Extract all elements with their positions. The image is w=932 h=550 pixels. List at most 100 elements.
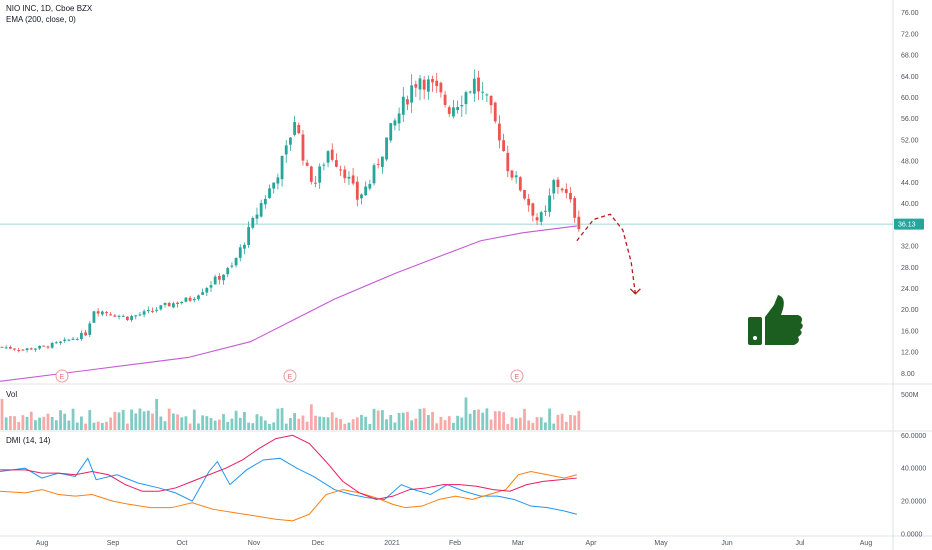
volume-bar <box>489 419 493 430</box>
candle-body <box>272 182 276 189</box>
price-tick-label: 16.00 <box>901 328 919 335</box>
volume-bar <box>96 421 100 430</box>
candle-body <box>222 274 225 281</box>
volume-bar <box>552 423 556 430</box>
price-tick-label: 24.00 <box>901 286 919 293</box>
arrow-head-icon <box>629 288 641 295</box>
volume-bar <box>201 415 205 430</box>
time-tick-label: Aug <box>36 540 49 547</box>
candle-body <box>439 82 443 93</box>
candle-body <box>50 342 54 348</box>
volume-bar <box>163 421 167 430</box>
price-tick-label: 12.00 <box>901 350 919 357</box>
candle-body <box>171 303 175 308</box>
volume-bar <box>564 421 568 430</box>
volume-bar <box>113 411 117 430</box>
candle-body <box>217 275 221 280</box>
candle-body <box>560 188 564 191</box>
candle-body <box>498 123 501 141</box>
candle-body <box>46 346 50 348</box>
dmi-tick-label: 20.0000 <box>901 499 926 506</box>
volume-bar <box>301 415 305 430</box>
candle-body <box>389 123 393 141</box>
volume-bar <box>205 416 209 430</box>
volume-bar <box>75 422 79 430</box>
candle-body <box>447 107 451 114</box>
thumb-dot <box>753 336 757 340</box>
volume-bar <box>0 398 4 430</box>
candle-body <box>422 79 426 90</box>
volume-bar <box>21 415 25 430</box>
time-tick-label: Nov <box>248 540 261 547</box>
volume-bar <box>439 416 443 430</box>
candle-body <box>477 77 480 92</box>
price-tick-label: 32.00 <box>901 244 919 251</box>
candle-body <box>155 309 159 311</box>
candle-body <box>360 194 363 199</box>
candle-body <box>518 177 522 191</box>
volume-bar <box>54 420 58 430</box>
candle-body <box>176 302 179 304</box>
candle-body <box>464 92 468 105</box>
candle-body <box>197 295 200 300</box>
volume-bar <box>46 413 50 430</box>
volume-bar <box>13 416 16 430</box>
volume-bar <box>380 410 384 430</box>
candle-body <box>29 348 33 350</box>
volume-bar <box>188 423 192 430</box>
candle-body <box>21 349 25 351</box>
volume-bar <box>393 422 397 430</box>
earnings-marker-label: E <box>60 374 65 381</box>
thumb-hand <box>765 295 803 345</box>
candle-body <box>456 107 460 111</box>
volume-bar <box>351 419 355 430</box>
volume-bar <box>347 422 351 430</box>
ema-legend: EMA (200, close, 0) <box>6 15 76 24</box>
volume-bar <box>222 414 225 430</box>
candle-body <box>485 94 489 96</box>
symbol-legend: NIO INC, 1D, Cboe BZX <box>6 4 92 13</box>
volume-bar <box>335 417 338 430</box>
candle-body <box>201 292 205 295</box>
dmi-minus-line <box>0 470 577 522</box>
candle-body <box>209 285 213 288</box>
dmi-legend: DMI (14, 14) <box>6 436 50 445</box>
volume-bar <box>146 410 150 430</box>
volume-bar <box>418 408 422 430</box>
volume-bar <box>502 412 505 430</box>
volume-bar <box>372 408 376 430</box>
candle-body <box>410 85 414 103</box>
volume-bar <box>389 414 393 430</box>
dmi-title: DMI (14, 14) <box>6 436 51 445</box>
volume-bar <box>126 423 129 430</box>
candle-body <box>146 309 150 312</box>
candle-body <box>184 297 188 302</box>
candle-body <box>117 315 121 317</box>
volume-bar <box>431 411 434 430</box>
volume-bar <box>527 420 531 430</box>
candle-body <box>339 169 342 171</box>
volume-bar <box>71 408 75 430</box>
volume-bar <box>67 420 71 430</box>
dmi-tick-label: 0.0000 <box>901 532 923 539</box>
earnings-marker-icon <box>283 369 297 383</box>
candle-body <box>318 166 322 183</box>
volume-bar <box>238 417 242 430</box>
volume-bar <box>339 418 342 430</box>
volume-bar <box>364 416 368 430</box>
candle-body <box>380 156 384 167</box>
symbol-title: NIO INC, 1D, Cboe BZX <box>6 4 93 13</box>
volume-bar <box>217 419 221 430</box>
candle-body <box>75 338 79 340</box>
volume-bar <box>410 420 414 430</box>
volume-bar <box>414 418 418 430</box>
volume-bar <box>493 411 497 430</box>
volume-bar <box>481 412 485 430</box>
candle-body <box>368 183 372 189</box>
volume-bar <box>443 420 447 430</box>
volume-bar <box>468 413 472 430</box>
volume-title: Vol <box>6 390 18 399</box>
volume-bar <box>259 416 263 430</box>
thumbs-up-icon <box>748 295 803 345</box>
